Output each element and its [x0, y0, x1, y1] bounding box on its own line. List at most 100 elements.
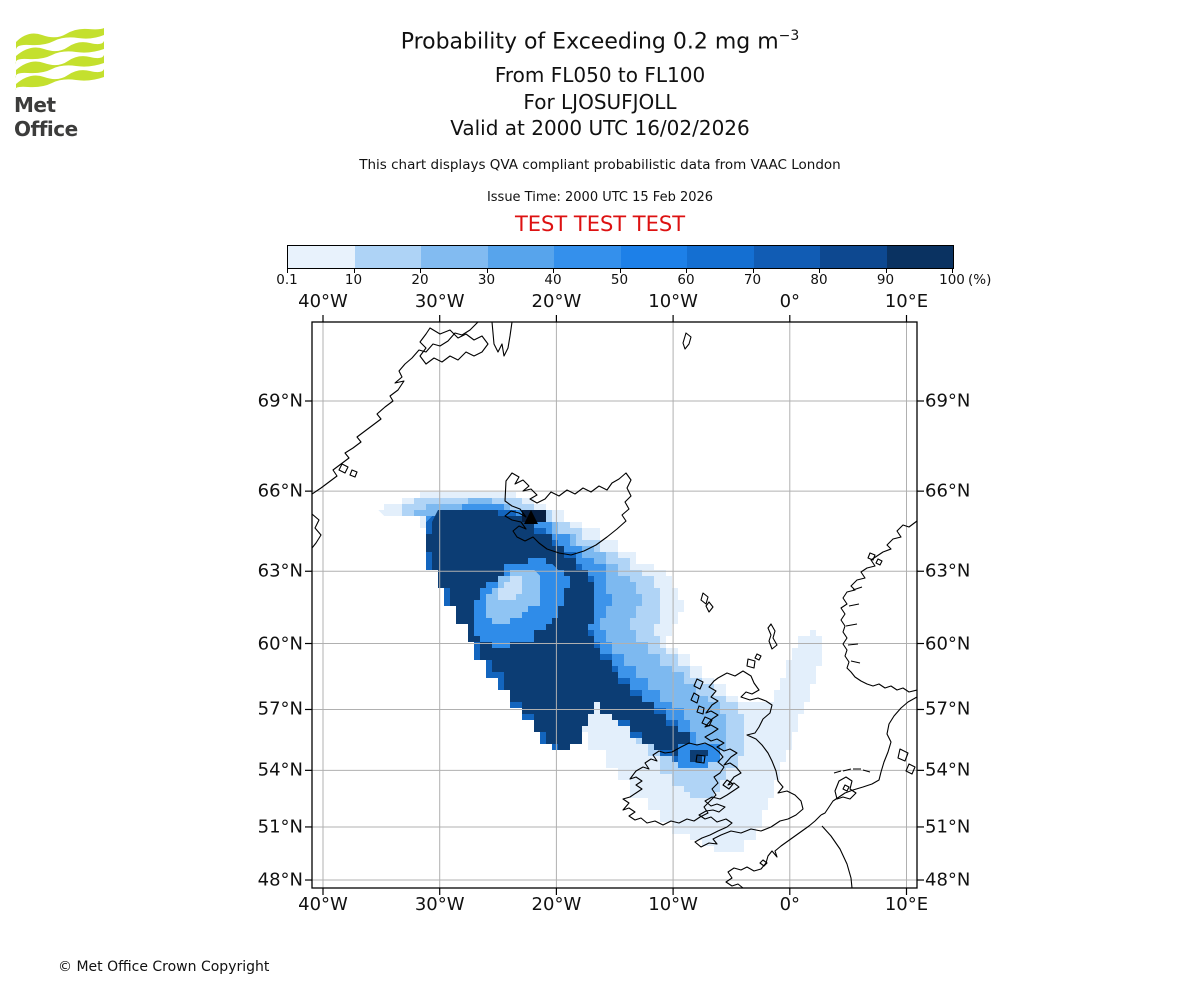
lon-label-bottom-0°: 0°: [779, 894, 801, 915]
contour-northern-ireland-dark: [690, 750, 708, 762]
colorbar-tick: [287, 268, 288, 273]
lat-label-left-69°N: 69°N: [257, 390, 303, 412]
colorbar-segment-60-70: [687, 246, 754, 268]
lon-label-top-10°E: 10°E: [884, 291, 929, 312]
coastline-scheldt-rhine-line: [821, 825, 853, 888]
colorbar-tick: [619, 268, 621, 273]
lat-label-right-60°N: 60°N: [925, 633, 971, 654]
test-warning: TEST TEST TEST: [514, 212, 686, 236]
colorbar-tick-label: 90: [876, 272, 895, 288]
lon-label-bottom-20°W: 20°W: [531, 894, 582, 915]
colorbar-tick-label: 70: [743, 272, 762, 288]
colorbar-tick: [885, 268, 887, 273]
page-title: Probability of Exceeding 0.2 mg m−3: [400, 28, 800, 55]
coastline-greenland-scoresby: [419, 327, 489, 365]
lat-label-right-48°N: 48°N: [925, 869, 971, 891]
lon-label-bottom-30°W: 30°W: [414, 894, 465, 915]
coastline-greenland-fjord-prongs: [491, 322, 513, 357]
colorbar-segment-80-90: [820, 246, 887, 268]
title-exponent: −3: [778, 28, 800, 44]
logo-wave: [16, 28, 104, 50]
colorbar-tick-label: 100: [939, 272, 965, 288]
coastline-ijsselmeer: [834, 776, 857, 800]
lon-label-top-0°: 0°: [779, 291, 801, 312]
lon-label-top-20°W: 20°W: [531, 291, 582, 312]
coastline-norway-fjords: [845, 586, 863, 664]
lat-label-left-51°N: 51°N: [257, 816, 303, 838]
logo-wave: [15, 69, 104, 90]
coastline-denmark-islands: [897, 748, 916, 775]
met-office-logo: Met Office: [14, 26, 114, 141]
colorbar-tick-label: 40: [544, 272, 562, 288]
coastline-shetland: [767, 623, 778, 650]
colorbar-segment-20-30: [421, 246, 488, 268]
logo-wave: [15, 41, 104, 64]
subtitle-flight-levels: From FL050 to FL100: [494, 63, 706, 87]
lat-label-left-48°N: 48°N: [257, 869, 303, 891]
met-office-logo-text: Met Office: [14, 93, 78, 141]
colorbar-tick: [952, 268, 953, 273]
issue-time: Issue Time: 2000 UTC 15 Feb 2026: [486, 190, 714, 205]
coastline-channel-island: [759, 859, 768, 867]
coastline-wadden-islands: [833, 768, 871, 774]
lon-label-top-10°W: 10°W: [648, 291, 698, 312]
colorbar-segment-40-50: [554, 246, 621, 268]
colorbar-tick: [686, 268, 687, 273]
coastline-faroe-islands: [700, 592, 714, 613]
coastline-denmark-jutland: [838, 696, 917, 798]
lat-label-left-66°N: 66°N: [257, 480, 303, 502]
coastline-jan-mayen: [682, 332, 692, 350]
colorbar-tick: [553, 268, 554, 273]
contour-core-eye-center: [498, 576, 522, 600]
coastline-isle-of-man: [722, 779, 734, 790]
contour-prob-90-100: [426, 510, 702, 762]
subtitle-valid-time: Valid at 2000 UTC 16/02/2026: [450, 116, 750, 140]
logo-wave: [15, 55, 104, 78]
lat-label-right-69°N: 69°N: [925, 390, 971, 412]
coastline-ireland: [622, 742, 725, 826]
colorbar-tick-label: 0.1: [276, 272, 298, 288]
colorbar-tick: [752, 268, 754, 273]
lat-label-right-51°N: 51°N: [925, 816, 971, 838]
colorbar-tick-label: 20: [411, 272, 429, 288]
lat-label-left-54°N: 54°N: [257, 759, 303, 781]
lon-label-top-30°W: 30°W: [414, 291, 465, 312]
colorbar-tick-label: 10: [344, 272, 363, 288]
qva-disclaimer: This chart displays QVA compliant probab…: [359, 157, 841, 173]
lon-label-bottom-40°W: 40°W: [298, 894, 348, 915]
lat-label-right-57°N: 57°N: [925, 698, 971, 720]
colorbar-segment-30-40: [487, 246, 554, 268]
colorbar-tick-label: 50: [610, 272, 629, 288]
colorbar-tick-label: 30: [477, 272, 496, 288]
colorbar-tick-label: 60: [677, 272, 695, 288]
coastline-hebrides: [690, 678, 713, 727]
colorbar-segment-10-20: [354, 246, 421, 268]
coastline-great-britain: [694, 670, 804, 848]
colorbar-tick: [420, 268, 421, 273]
colorbar-segment-50-60: [620, 246, 687, 268]
met-office-logo-waves-icon: [15, 28, 104, 90]
coastline-belgium-france-coast: [725, 814, 822, 888]
colorbar-unit-label: (%): [968, 272, 992, 288]
lon-label-bottom-10°W: 10°W: [648, 894, 698, 915]
lat-label-right-54°N: 54°N: [925, 759, 971, 781]
coastline-norway: [840, 520, 917, 693]
lat-label-left-63°N: 63°N: [257, 560, 303, 582]
coastline-greenland-islands: [312, 463, 358, 549]
volcano-marker-icon: [524, 510, 538, 524]
coastline-iceland: [504, 472, 632, 556]
map-frame: [311, 321, 918, 889]
coastline-greenland-coast: [312, 322, 479, 495]
colorbar-tick-label: 80: [810, 272, 828, 288]
lat-label-left-60°N: 60°N: [257, 633, 303, 654]
coastline-norway-islands: [867, 552, 883, 566]
coastline-netherlands-coast: [820, 796, 840, 816]
colorbar-tick: [486, 268, 488, 273]
copyright-notice: © Met Office Crown Copyright: [58, 959, 270, 975]
coastline-lough-neagh: [695, 754, 706, 764]
colorbar-tick: [819, 268, 820, 273]
colorbar-segment-70-80: [753, 246, 820, 268]
lon-label-top-40°W: 40°W: [298, 291, 348, 312]
colorbar-segment-0.1-10: [288, 246, 355, 268]
